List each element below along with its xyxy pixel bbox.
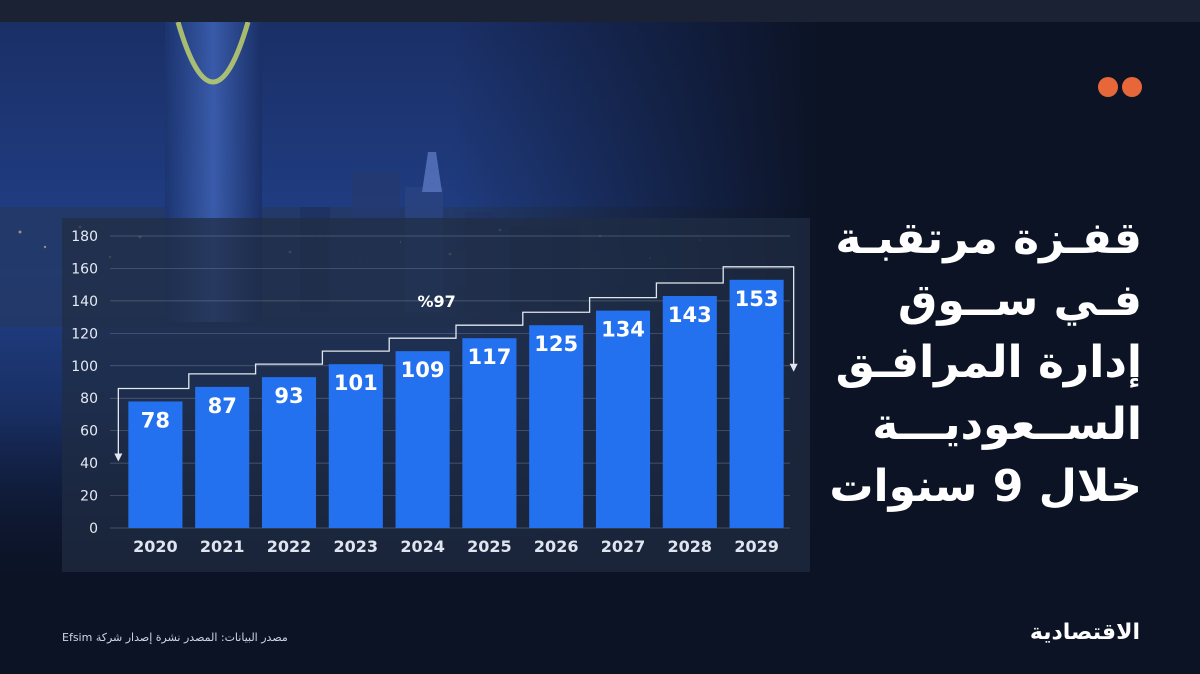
- headline-line-2: فـي ســوق: [898, 275, 1142, 326]
- headline-line-3: إدارة المرافـق: [835, 337, 1142, 388]
- arrow-down-icon: [114, 453, 123, 462]
- bar: [261, 377, 317, 528]
- arrow-down-icon: [789, 363, 798, 372]
- y-tick-label: 160: [71, 261, 98, 277]
- x-tick-label: 2025: [467, 537, 512, 556]
- brand-logo: الاقتصادية: [1029, 620, 1140, 645]
- bar-value-label: 109: [401, 358, 445, 382]
- y-tick-label: 0: [89, 521, 98, 537]
- y-tick-label: 140: [71, 294, 98, 310]
- bar-value-label: 93: [274, 384, 303, 408]
- x-tick-label: 2026: [534, 537, 579, 556]
- headline: قفـزة مرتقبـة فـي ســوق إدارة المرافـق ا…: [802, 208, 1142, 518]
- bar: [395, 351, 450, 528]
- dot-icon: [1098, 77, 1118, 97]
- y-tick-label: 80: [80, 391, 98, 407]
- bar-value-label: 153: [735, 287, 779, 311]
- dot-icon: [1122, 77, 1142, 97]
- top-strip: [0, 0, 1200, 22]
- chart-panel: 0 20 40 60 80 100 120 140 160 180 78 2020 87 2021 93 2…: [62, 218, 810, 572]
- x-tick-label: 2021: [200, 537, 245, 556]
- bar-value-label: 134: [601, 318, 645, 342]
- bar-value-label: 87: [208, 394, 237, 418]
- bar-value-label: 125: [534, 332, 578, 356]
- y-tick-label: 180: [71, 229, 98, 245]
- headline-line-4: الســعوديـــة: [872, 399, 1142, 450]
- y-tick-label: 100: [71, 359, 98, 375]
- bar-value-label: 78: [141, 408, 170, 432]
- y-tick-label: 20: [80, 489, 98, 505]
- x-tick-label: 2023: [334, 537, 379, 556]
- bar: [128, 401, 183, 528]
- y-tick-label: 40: [80, 456, 98, 472]
- growth-step-line: [117, 266, 795, 460]
- bar: [729, 279, 784, 528]
- headline-line-1: قفـزة مرتقبـة: [835, 213, 1142, 264]
- y-tick-label: 60: [80, 424, 98, 440]
- bar-value-label: 117: [467, 345, 511, 369]
- bar-value-label: 101: [334, 371, 378, 395]
- x-tick-label: 2029: [734, 537, 779, 556]
- bar: [595, 310, 651, 528]
- growth-annotation: %97: [417, 292, 455, 311]
- headline-line-5: خلال 9 سنوات: [829, 461, 1142, 512]
- bar: [462, 338, 517, 528]
- decorative-dots: [1098, 77, 1142, 97]
- x-tick-label: 2022: [267, 537, 312, 556]
- bar: [195, 386, 250, 528]
- x-tick-label: 2020: [133, 537, 178, 556]
- x-tick-label: 2024: [400, 537, 445, 556]
- y-tick-label: 120: [71, 326, 98, 342]
- source-note: مصدر البيانات: المصدر نشرة إصدار شركة Ef…: [62, 631, 288, 644]
- bar: [529, 325, 584, 528]
- bar-chart: 0 20 40 60 80 100 120 140 160 180 78 2020 87 2021 93 2…: [71, 229, 798, 556]
- bar-value-label: 143: [668, 303, 712, 327]
- bar: [662, 296, 717, 528]
- x-tick-label: 2027: [601, 537, 646, 556]
- bar: [328, 364, 383, 528]
- x-tick-label: 2028: [668, 537, 713, 556]
